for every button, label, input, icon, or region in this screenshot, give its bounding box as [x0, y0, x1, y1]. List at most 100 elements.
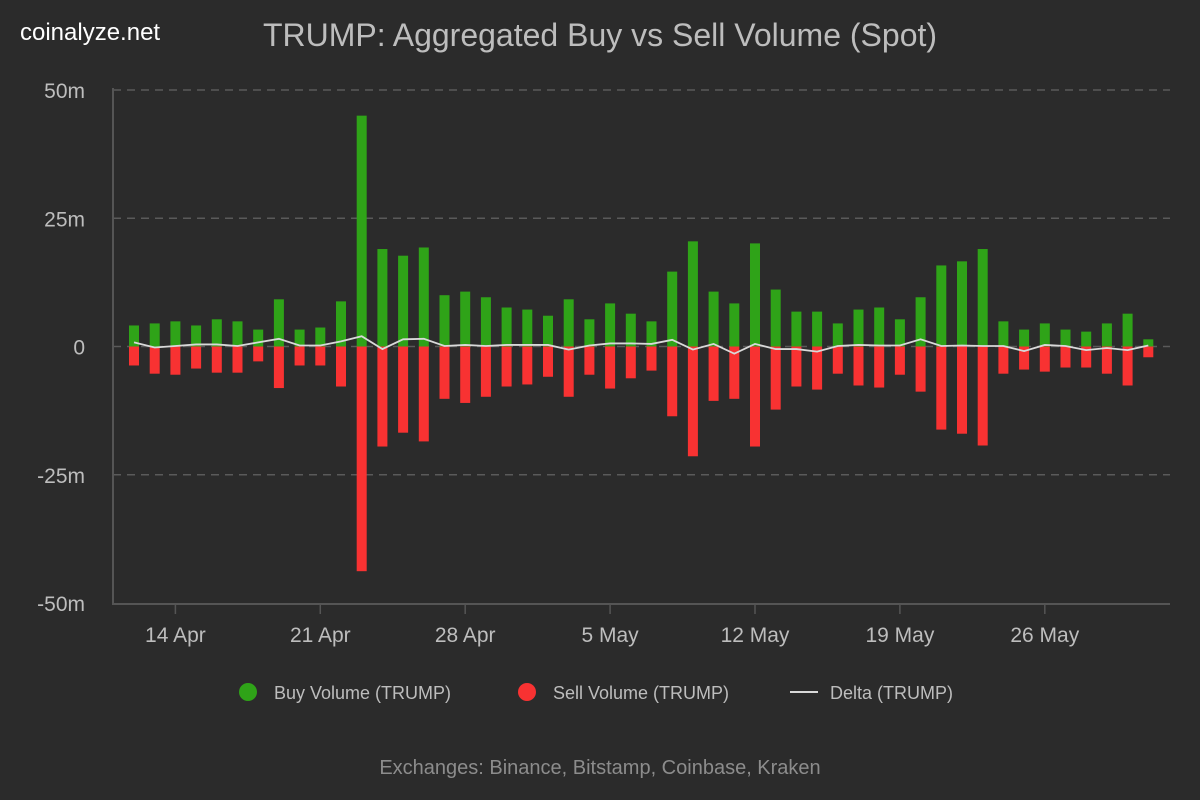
x-tick-label: 19 May: [865, 624, 934, 647]
sell-volume-bar: [149, 346, 160, 374]
buy-volume-bar: [770, 289, 781, 347]
sell-volume-bar: [791, 346, 802, 387]
sell-volume-bar: [543, 346, 553, 377]
legend-delta[interactable]: Delta (TRUMP): [790, 683, 953, 703]
buy-volume-bar: [1039, 323, 1050, 347]
sell-volume-bar: [501, 346, 512, 387]
buy-volume-bar: [957, 261, 967, 347]
sell-volume-bar: [273, 346, 284, 389]
buy-volume-bar: [998, 321, 1009, 347]
buy-volume-bar: [894, 319, 905, 347]
legend-sell-label: Sell Volume (TRUMP): [553, 683, 729, 703]
sell-volume-bar: [232, 346, 243, 373]
y-tick-label: -25m: [37, 465, 85, 488]
sell-volume-bar: [894, 346, 905, 375]
sell-volume-bar: [812, 346, 823, 390]
sell-volume-bar: [460, 346, 471, 403]
buy-volume-bar: [418, 247, 429, 347]
buy-volume-bar: [708, 291, 719, 347]
buy-volume-bar: [687, 241, 698, 347]
buy-volume-bar: [646, 321, 657, 347]
legend-buy-label: Buy Volume (TRUMP): [274, 683, 451, 703]
buy-volume-bar: [480, 297, 491, 347]
y-tick-label: 50m: [44, 80, 85, 103]
buy-volume-bar: [750, 243, 760, 347]
sell-volume-bar: [1081, 346, 1092, 368]
buy-volume-bar: [232, 321, 243, 347]
sell-volume-bar: [853, 346, 864, 386]
buy-volume-bar: [522, 309, 533, 347]
buy-volume-bar: [667, 271, 678, 347]
buy-volume-bar: [460, 291, 471, 347]
sell-volume-bar: [584, 346, 595, 375]
sell-volume-bar: [1122, 346, 1133, 386]
sell-volume-bar: [398, 346, 409, 433]
buy-volume-bar: [584, 319, 595, 347]
bars: [129, 115, 1154, 572]
sell-volume-bar: [356, 346, 367, 572]
sell-volume-bar: [915, 346, 926, 392]
delta-line: [133, 335, 1149, 355]
sell-volume-bar: [832, 346, 843, 374]
buy-volume-bar: [501, 307, 512, 347]
buy-volume-bar: [977, 249, 988, 347]
y-tick-label: 25m: [44, 208, 85, 231]
exchanges-footer: Exchanges: Binance, Bitstamp, Coinbase, …: [379, 757, 820, 779]
sell-volume-bar: [936, 346, 947, 430]
chart-title: TRUMP: Aggregated Buy vs Sell Volume (Sp…: [263, 17, 937, 53]
sell-volume-bar: [625, 346, 636, 379]
buy-volume-bar: [853, 309, 864, 347]
legend-sell[interactable]: Sell Volume (TRUMP): [518, 683, 729, 703]
buy-volume-bar: [1101, 323, 1112, 347]
buy-volume-bar: [729, 303, 740, 347]
gridlines: [113, 89, 1170, 476]
buy-volume-bar: [1019, 329, 1030, 347]
buy-volume-bar: [625, 313, 636, 347]
delta-line-group: [133, 335, 1149, 355]
sell-volume-bar: [957, 346, 967, 434]
sell-volume-bar: [646, 346, 657, 371]
sell-volume-bar: [998, 346, 1009, 374]
buy-volume-bar: [915, 297, 926, 347]
sell-volume-bar: [439, 346, 450, 399]
sell-volume-bar: [129, 346, 139, 366]
buy-volume-bar: [563, 299, 574, 347]
sell-volume-bar: [522, 346, 533, 385]
legend: Buy Volume (TRUMP) Sell Volume (TRUMP) D…: [239, 683, 953, 703]
sell-volume-bar: [1060, 346, 1071, 368]
buy-volume-bar: [874, 307, 885, 347]
buy-volume-bar: [398, 255, 409, 347]
sell-volume-bar: [336, 346, 346, 387]
sell-volume-bar: [418, 346, 429, 442]
buy-volume-bar: [273, 299, 284, 347]
sell-volume-bar: [480, 346, 491, 397]
buy-volume-bar: [1060, 329, 1071, 347]
buy-volume-bar: [1122, 313, 1133, 347]
buy-volume-bar: [315, 327, 326, 347]
buy-volume-bar: [170, 321, 181, 347]
sell-volume-bar: [667, 346, 678, 417]
sell-volume-bar: [315, 346, 326, 366]
x-tick-label: 5 May: [582, 624, 640, 647]
sell-volume-bar: [1101, 346, 1112, 374]
sell-volume-bar: [729, 346, 740, 399]
y-tick-label: 0: [73, 337, 85, 360]
legend-buy[interactable]: Buy Volume (TRUMP): [239, 683, 451, 703]
buy-volume-bar: [1143, 339, 1154, 347]
sell-volume-bar: [708, 346, 719, 401]
sell-volume-bar: [770, 346, 781, 410]
buy-volume-bar: [149, 323, 160, 347]
x-axis-ticks: 14 Apr 21 Apr 28 Apr 5 May 12 May 19 May 26 Ma…: [145, 604, 1080, 647]
buy-volume-bar: [211, 319, 222, 347]
sell-volume-bar: [874, 346, 885, 388]
x-tick-label: 14 Apr: [145, 624, 206, 647]
buy-volume-bar: [377, 249, 388, 347]
buy-volume-bar: [791, 311, 802, 347]
x-tick-label: 21 Apr: [290, 624, 351, 647]
buy-volume-bar: [129, 325, 139, 347]
buy-volume-bar: [336, 301, 346, 347]
sell-volume-bar: [1143, 346, 1154, 358]
y-axis-ticks: 50m 25m 0 -25m -50m: [37, 80, 85, 616]
sell-volume-bar: [294, 346, 305, 366]
